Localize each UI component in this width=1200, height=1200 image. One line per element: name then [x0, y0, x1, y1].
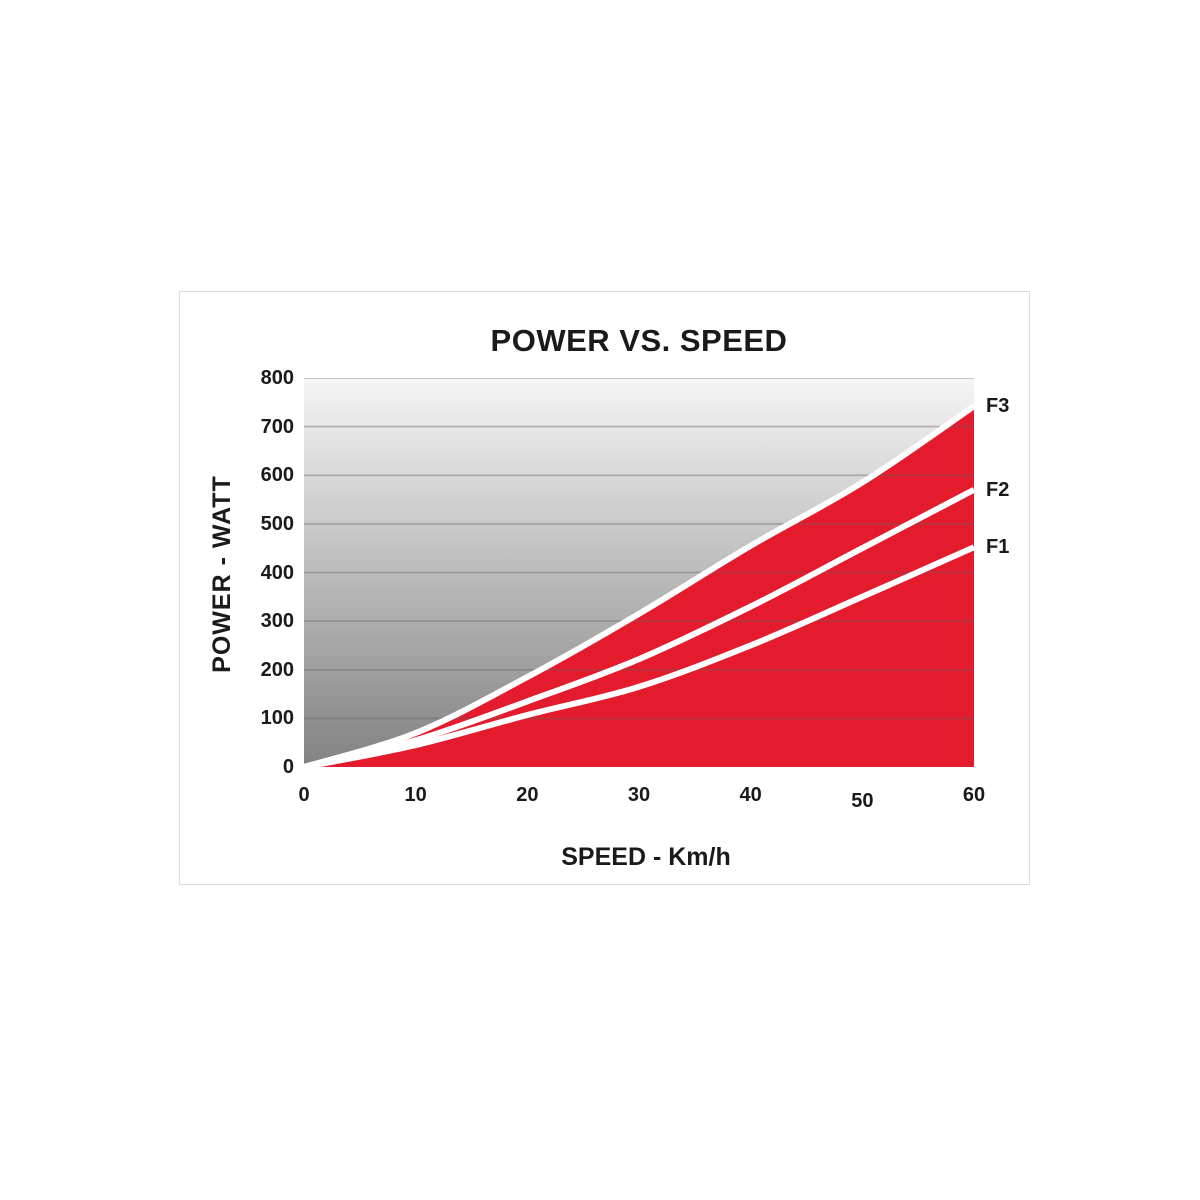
x-tick-label-50: 50	[851, 790, 874, 812]
y-tick-label-200: 200	[260, 658, 294, 681]
y-tick-label-300: 300	[260, 610, 294, 633]
chart-panel: POWER VS. SPEED POWER - WATT 0 100 200 300 4…	[179, 291, 1030, 885]
x-axis-title: SPEED - Km/h	[561, 843, 731, 871]
x-tick-label-60: 60	[962, 784, 986, 806]
red-area-fill-group	[304, 406, 974, 767]
y-tick-label-500: 500	[260, 512, 294, 535]
gridlines-group	[304, 378, 974, 720]
plot-area	[304, 378, 974, 767]
y-tick-label-600: 600	[260, 464, 294, 487]
series-label-f1: F1	[986, 536, 1010, 559]
y-tick-label-400: 400	[260, 561, 294, 584]
chart-title: POWER VS. SPEED	[490, 323, 788, 358]
red-area-fill	[304, 406, 974, 767]
series-label-f3: F3	[986, 395, 1010, 418]
y-tick-label-700: 700	[260, 415, 294, 438]
curves-group	[304, 403, 974, 767]
x-tick-label-0: 0	[298, 784, 310, 806]
series-label-f2: F2	[986, 478, 1010, 501]
y-tick-label-0: 0	[282, 756, 294, 778]
curve-f3	[304, 403, 974, 767]
x-tick-label-40: 40	[739, 784, 762, 806]
x-tick-label-20: 20	[516, 784, 539, 806]
x-tick-label-10: 10	[404, 784, 427, 806]
x-tick-label-30: 30	[627, 784, 651, 806]
curve-f1	[304, 544, 974, 767]
y-tick-label-800: 800	[260, 367, 294, 389]
y-tick-label-100: 100	[260, 707, 294, 730]
curve-f2	[304, 487, 974, 767]
